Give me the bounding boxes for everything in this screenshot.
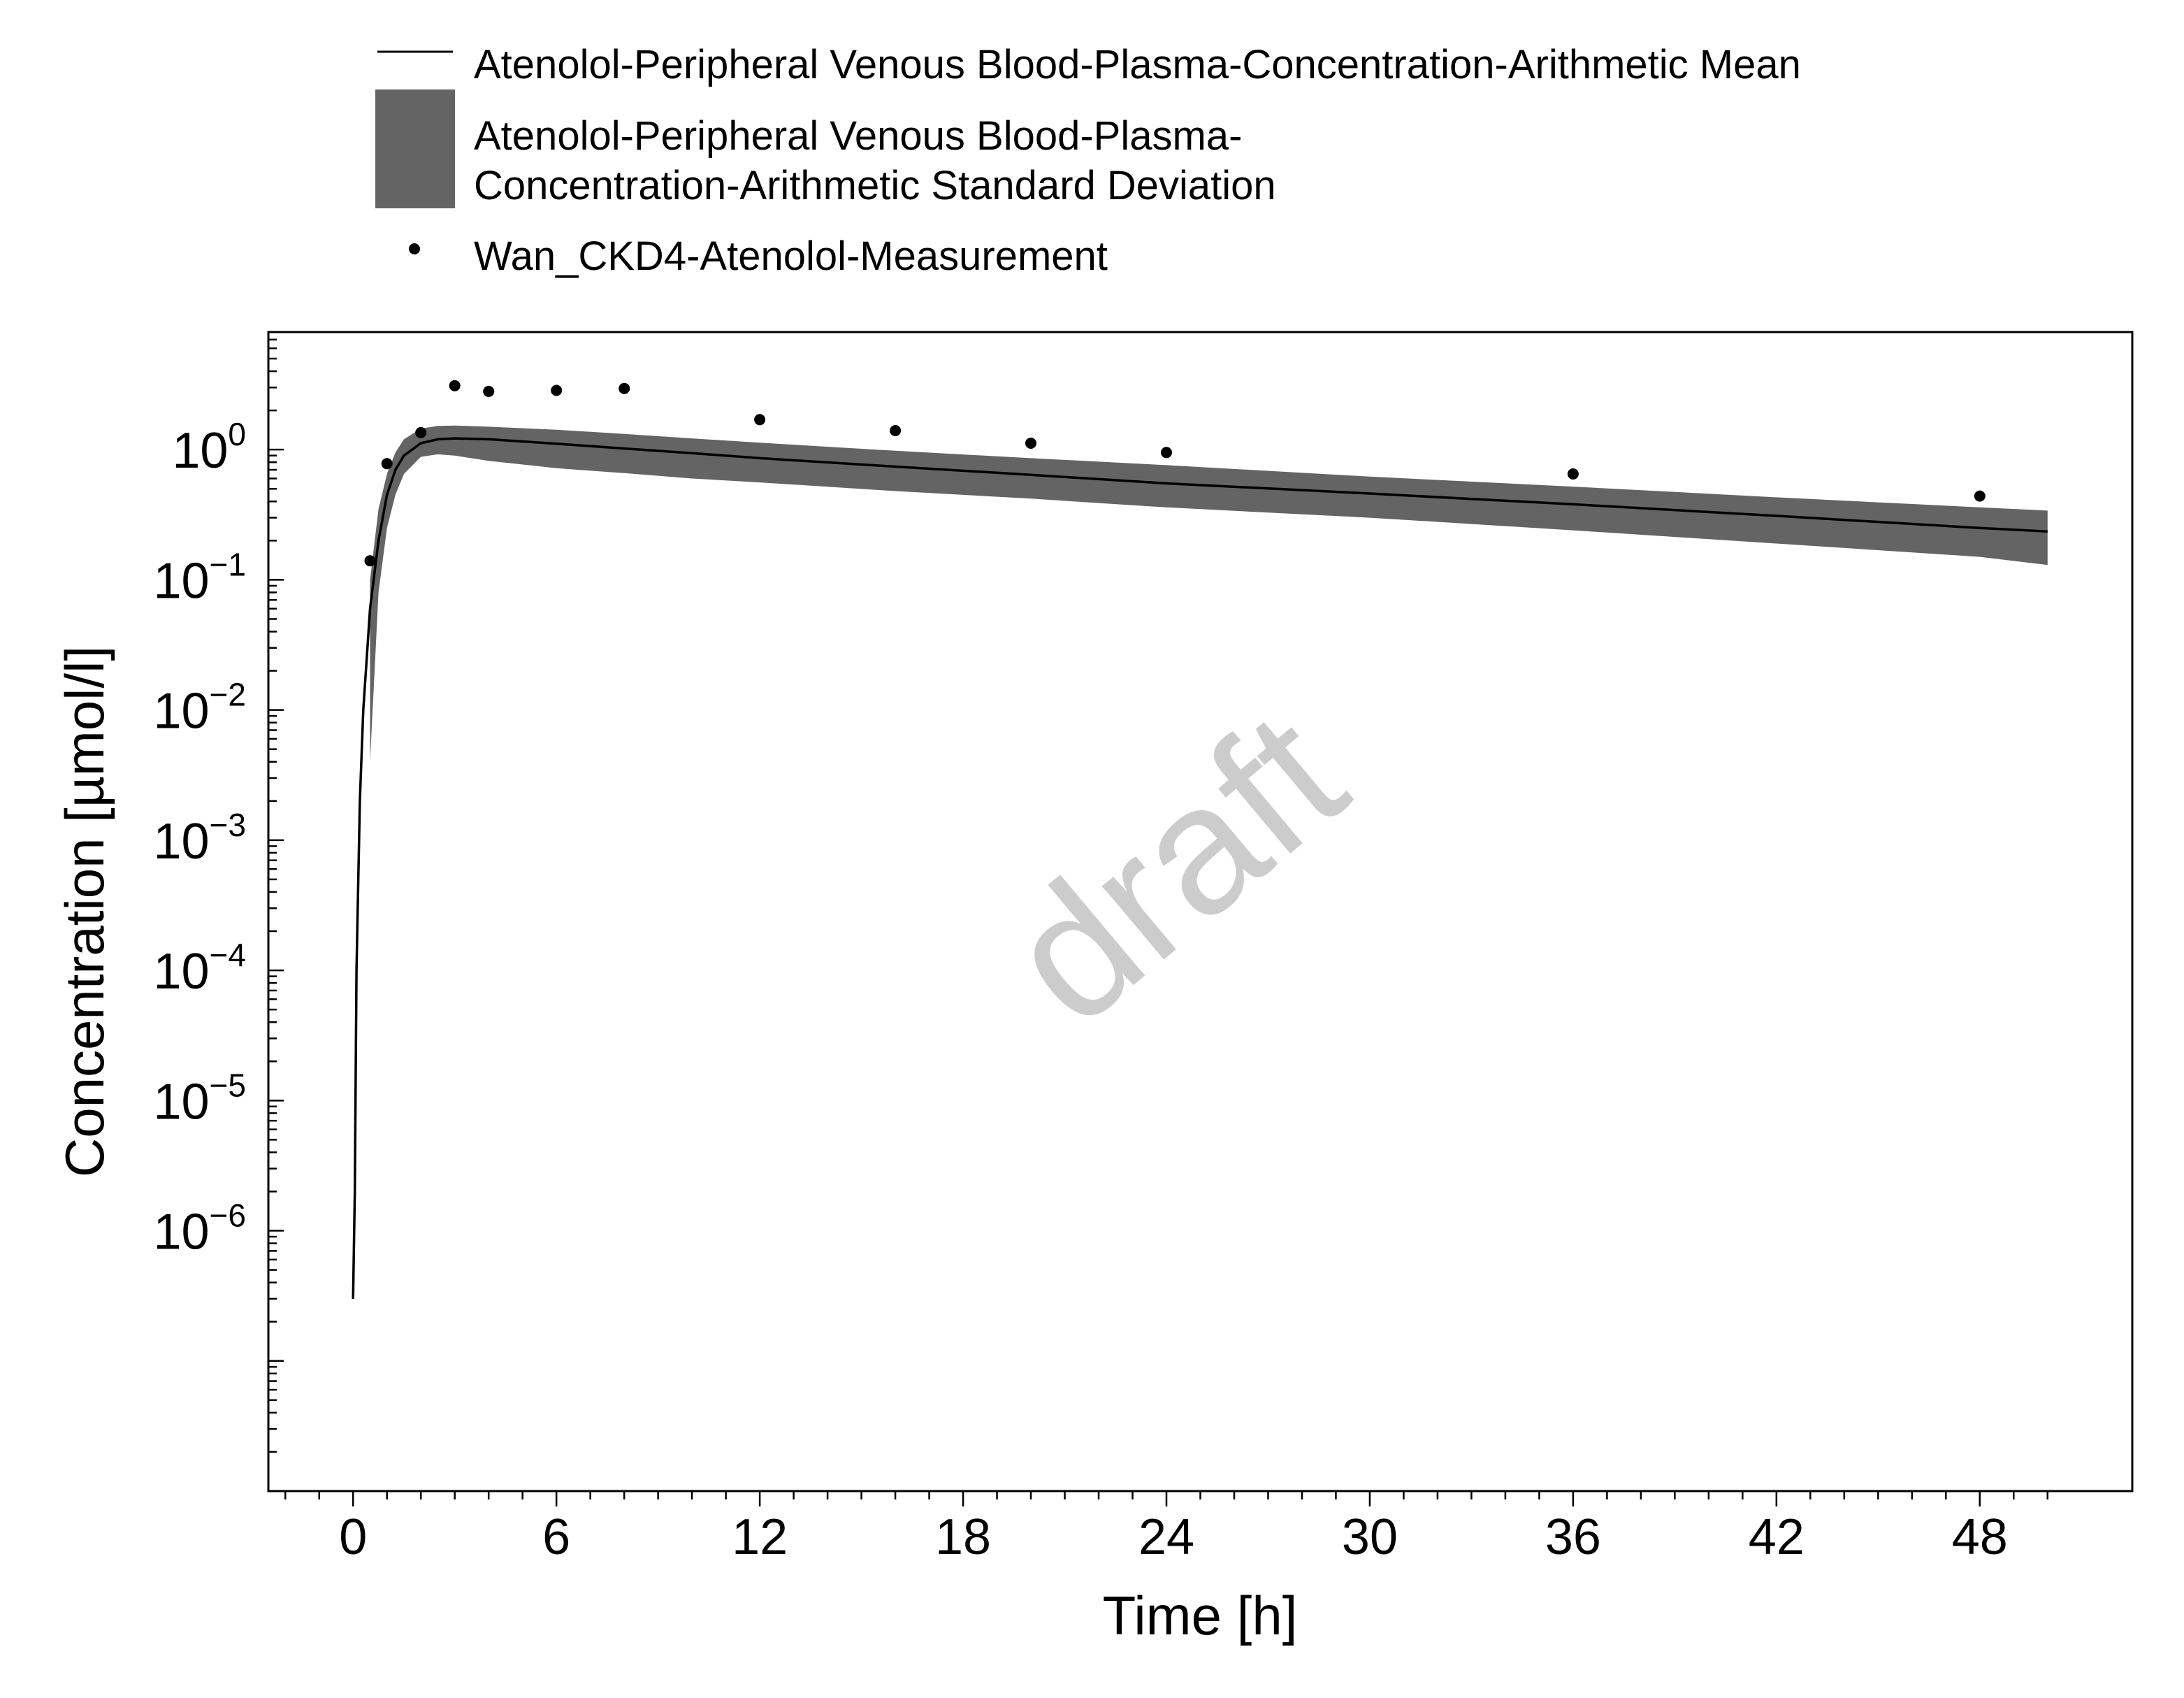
legend-measurement-marker (409, 243, 420, 254)
y-tick-label: 10−2 (153, 677, 246, 740)
y-tick-label: 10−4 (153, 937, 246, 1000)
legend: Atenolol-Peripheral Venous Blood-Plasma-… (375, 42, 1801, 279)
x-tick-label: 18 (935, 1509, 991, 1565)
sd-band-layer (370, 425, 2048, 762)
y-tick-label: 10−6 (153, 1197, 246, 1260)
measurement-point (890, 425, 902, 436)
legend-sd-label-line-2: Concentration-Arithmetic Standard Deviat… (474, 163, 1276, 208)
measurement-point (1025, 438, 1036, 449)
measurement-point (483, 385, 495, 397)
legend-sd-label-line-1: Atenolol-Peripheral Venous Blood-Plasma- (474, 113, 1242, 159)
x-tick-label: 48 (1952, 1509, 2008, 1565)
measurement-point (364, 555, 376, 567)
y-tick-label: 100 (172, 416, 246, 479)
y-axis-label: Concentration [µmol/l] (54, 646, 115, 1177)
mean-line (352, 437, 2048, 1299)
measurement-point (754, 414, 766, 426)
measurement-layer (364, 380, 1986, 567)
measurement-point (1974, 490, 1986, 502)
measurement-point (551, 384, 563, 396)
x-tick-label: 36 (1545, 1509, 1601, 1565)
legend-mean-label: Atenolol-Peripheral Venous Blood-Plasma-… (474, 42, 1801, 87)
x-tick-label: 30 (1342, 1509, 1398, 1565)
x-tick-label: 12 (732, 1509, 788, 1565)
y-tick-label: 10−1 (153, 546, 246, 609)
legend-sd-swatch (375, 89, 455, 208)
measurement-point (1161, 447, 1172, 459)
x-tick-label: 42 (1749, 1509, 1805, 1565)
x-axis: 0 6 12 18 24 30 36 42 48 (284, 1491, 2049, 1565)
legend-measurement-label: Wan_CKD4-Atenolol-Measurement (474, 233, 1108, 279)
mean-line-layer (352, 437, 2048, 1299)
y-tick-label: 10−5 (153, 1067, 246, 1130)
measurement-point (415, 426, 427, 438)
measurement-point (1567, 468, 1579, 480)
y-axis: 100 10−1 10−2 10−3 10−4 10−5 10−6 (153, 331, 284, 1492)
x-tick-label: 6 (542, 1509, 570, 1565)
x-tick-label: 24 (1138, 1509, 1194, 1565)
x-tick-label: 0 (339, 1509, 367, 1565)
measurement-point (381, 458, 393, 470)
x-axis-label: Time [h] (1103, 1585, 1298, 1646)
measurement-point (449, 380, 461, 391)
y-tick-label: 10−3 (153, 807, 246, 870)
sd-band (370, 425, 2048, 762)
measurement-point (619, 382, 630, 394)
watermark: draft (971, 673, 1381, 1063)
